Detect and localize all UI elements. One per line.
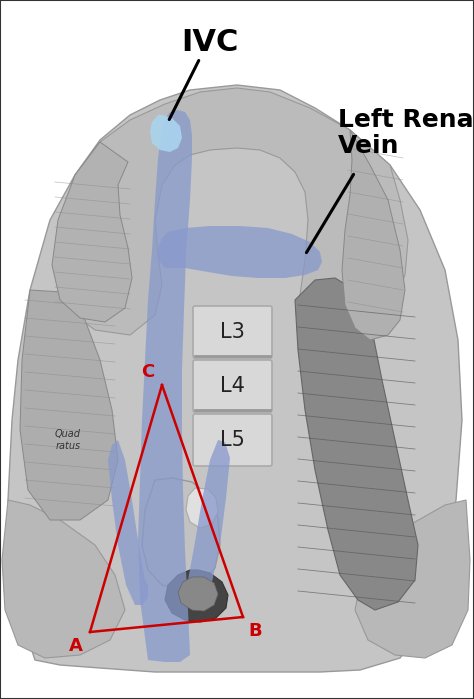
Text: L3: L3 bbox=[219, 322, 245, 342]
FancyBboxPatch shape bbox=[193, 360, 272, 412]
Polygon shape bbox=[8, 85, 462, 672]
Polygon shape bbox=[295, 278, 418, 610]
Polygon shape bbox=[2, 500, 125, 658]
Polygon shape bbox=[355, 500, 470, 658]
Text: B: B bbox=[248, 622, 262, 640]
Text: L4: L4 bbox=[219, 376, 245, 396]
Polygon shape bbox=[178, 577, 218, 611]
Polygon shape bbox=[188, 440, 230, 607]
Text: Left Renal
Vein: Left Renal Vein bbox=[338, 108, 474, 158]
Polygon shape bbox=[158, 226, 322, 278]
Polygon shape bbox=[138, 110, 192, 662]
Polygon shape bbox=[342, 130, 405, 340]
Text: C: C bbox=[141, 363, 155, 381]
Polygon shape bbox=[52, 142, 132, 322]
Text: A: A bbox=[69, 637, 83, 655]
Text: Quad
ratus: Quad ratus bbox=[55, 429, 81, 451]
Text: L5: L5 bbox=[219, 430, 245, 450]
FancyBboxPatch shape bbox=[193, 306, 272, 358]
Polygon shape bbox=[150, 115, 182, 152]
Polygon shape bbox=[20, 290, 118, 520]
Text: IVC: IVC bbox=[182, 28, 239, 57]
Polygon shape bbox=[55, 88, 408, 335]
Polygon shape bbox=[186, 488, 218, 528]
Polygon shape bbox=[142, 478, 220, 590]
Polygon shape bbox=[165, 570, 228, 622]
Polygon shape bbox=[108, 440, 148, 605]
FancyBboxPatch shape bbox=[193, 414, 272, 466]
